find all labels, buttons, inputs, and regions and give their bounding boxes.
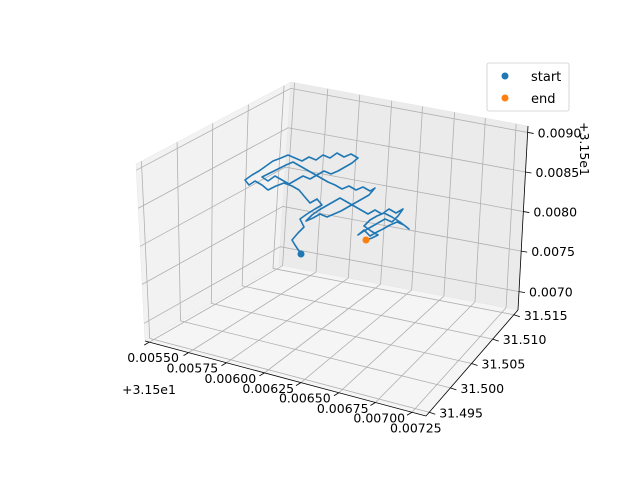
x-offset-label: +3.15e1: [122, 382, 176, 397]
y-tick-mark: [429, 411, 436, 415]
x-tick-mark: [295, 382, 302, 386]
grid-line-x-wall: [282, 82, 295, 266]
y-tick-mark: [450, 387, 457, 391]
grid-line-x: [188, 271, 317, 353]
data-series: [244, 152, 410, 258]
grid-line-x-wall: [347, 94, 361, 279]
z-offset-label: +3.15e1: [577, 122, 592, 176]
y-tick-mark: [492, 338, 499, 342]
marker-start: [297, 250, 305, 258]
legend-label-end: end: [531, 92, 556, 107]
grid-line-z: [141, 206, 522, 285]
x-tick-mark: [370, 402, 376, 406]
y-tick-label: 31.515: [524, 308, 568, 323]
grid-line-x: [226, 277, 349, 364]
grid-line-z: [138, 127, 526, 209]
legend-marker-end: [501, 94, 509, 102]
z-tick-mark: [521, 250, 528, 253]
x-tick-label: 0.00600: [204, 371, 256, 386]
grid-line-x: [300, 289, 412, 383]
z-axis-line: [517, 125, 529, 311]
grid-line-x-wall: [315, 88, 329, 273]
z-tick-mark: [527, 132, 534, 134]
x-tick-label: 0.00650: [279, 391, 331, 406]
z-tick-label: 0.0085: [536, 165, 580, 180]
grid-line-y-wall: [210, 123, 214, 304]
x-tick-mark: [183, 352, 189, 356]
y-tick-label: 31.495: [439, 405, 483, 420]
axes: [144, 125, 534, 417]
grid-line-x-wall: [443, 112, 455, 297]
x-tick-mark: [406, 411, 413, 416]
grid-line-x: [264, 283, 381, 374]
x-axis-line: [144, 340, 427, 417]
legend: start end: [486, 62, 570, 112]
grid-line-y: [180, 320, 451, 389]
x-tick-label: 0.00550: [127, 350, 179, 365]
z-tick-label: 0.0075: [531, 244, 575, 259]
x-tick-mark: [333, 392, 340, 397]
y-tick-label: 31.510: [503, 332, 547, 347]
z-tick-mark: [523, 211, 530, 213]
grid-line-y-wall: [241, 104, 249, 286]
x-tick-mark: [144, 341, 150, 346]
grid-line-x-wall: [380, 100, 393, 285]
y-tick-mark: [471, 363, 478, 366]
x-tick-label: 0.00575: [167, 361, 219, 376]
z-tick-mark: [518, 291, 526, 293]
grid-line-z: [139, 166, 524, 247]
grid-line-x-wall: [505, 123, 517, 308]
y-axis-line: [425, 309, 519, 417]
x-tick-mark: [259, 372, 265, 377]
z-tick-label: 0.0070: [529, 285, 573, 300]
grid-line-y: [242, 285, 493, 340]
grid-line-y-wall: [141, 161, 151, 339]
grid-line-x: [338, 295, 445, 394]
x-tick-label: 0.00725: [390, 420, 442, 435]
trajectory-line: [244, 152, 410, 255]
x-tick-label: 0.00700: [353, 411, 405, 426]
marker-end: [362, 236, 370, 244]
grid-line-y-wall: [176, 142, 181, 321]
grid-line-x: [375, 301, 476, 403]
x-tick-label: 0.00675: [317, 401, 369, 416]
grid-line-x-wall: [411, 106, 423, 290]
grid-line-y: [272, 268, 514, 316]
y-tick-mark: [513, 314, 520, 318]
z-tick-mark: [525, 171, 532, 174]
z-tick-label: 0.0090: [538, 125, 582, 140]
z-tick-label: 0.0080: [533, 205, 577, 220]
grid-line-x: [149, 265, 283, 343]
legend-marker-start: [501, 72, 509, 80]
tick-labels: 0.005500.005750.006000.006250.006500.006…: [127, 125, 581, 435]
legend-label-start: start: [531, 70, 561, 85]
x-tick-label: 0.00625: [242, 381, 294, 396]
y-tick-label: 31.500: [460, 381, 504, 396]
grid-lines: [136, 82, 528, 413]
grid-line-y: [211, 302, 472, 364]
grid-line-x: [411, 307, 507, 413]
grid-line-x-wall: [474, 118, 486, 302]
y-tick-label: 31.505: [482, 357, 526, 372]
x-tick-mark: [221, 362, 227, 367]
grid-line-z: [143, 246, 520, 324]
grid-line-z: [136, 87, 528, 171]
grid-line-y: [149, 337, 430, 413]
grid-line-y-wall: [272, 85, 285, 269]
